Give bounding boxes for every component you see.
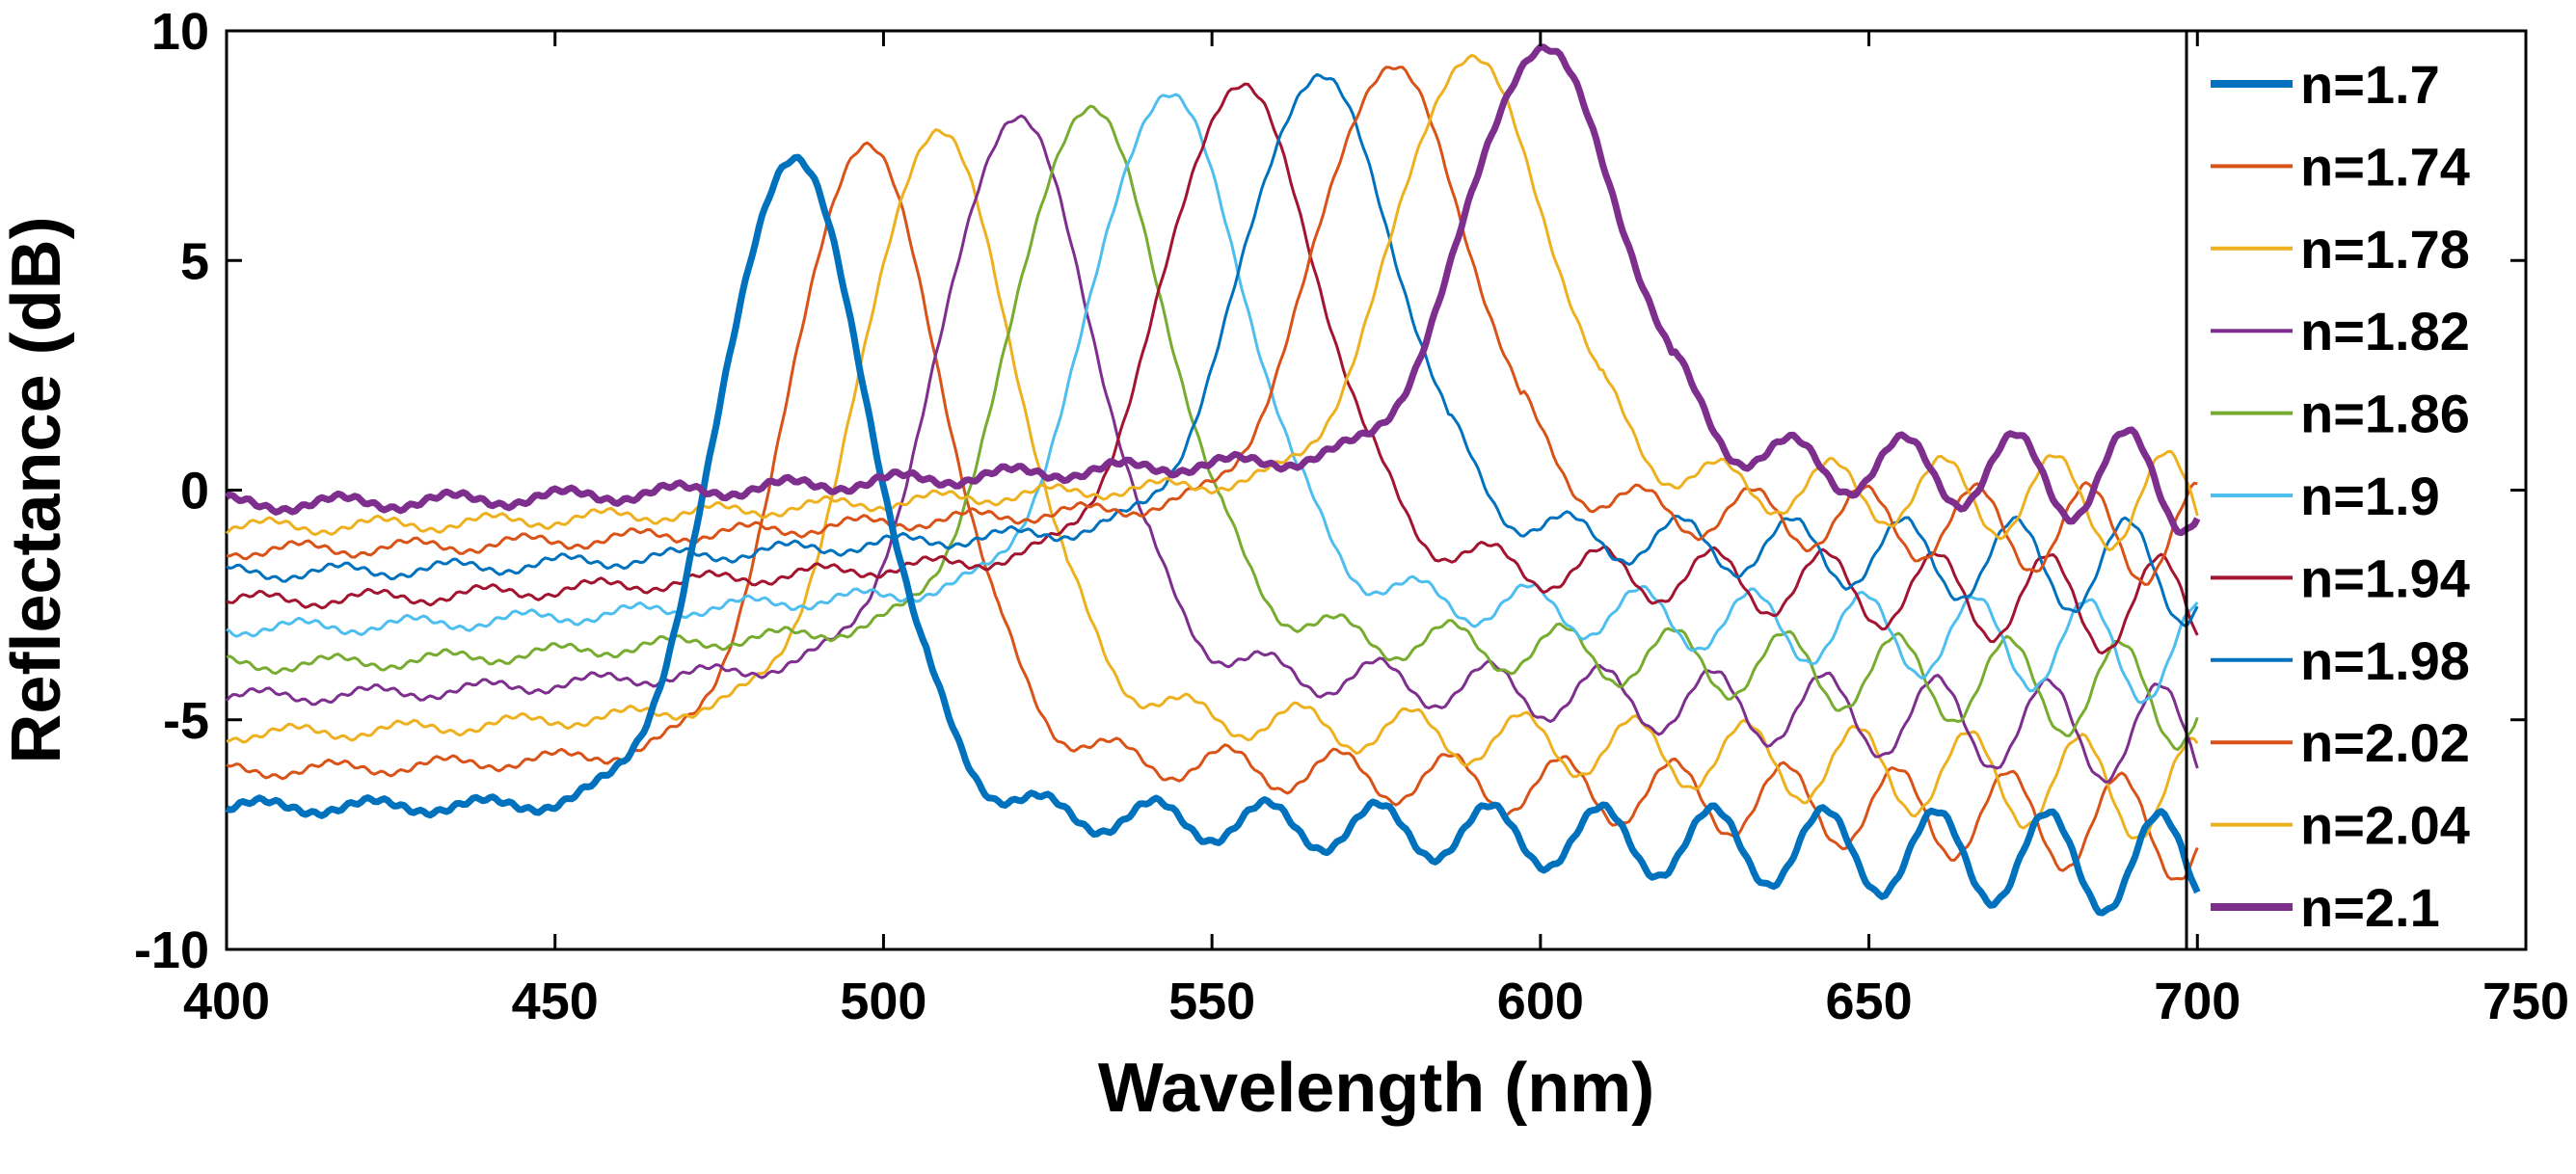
x-axis-title: Wavelength (nm) [1098, 1050, 1654, 1127]
legend-label: n=2.04 [2300, 795, 2470, 856]
legend-label: n=1.82 [2300, 301, 2470, 361]
x-axis: 400 450 500 550 600 650 700 750 [183, 31, 2569, 1030]
series-line-n-2-04 [225, 53, 2199, 551]
series-line-n-2-1 [225, 43, 2201, 537]
series-layer [225, 43, 2201, 917]
y-tick-label: 0 [180, 463, 209, 520]
y-axis: -10 -5 0 5 10 [134, 3, 2526, 979]
x-tick-label: 550 [1168, 973, 1255, 1030]
y-axis-title: Reflectance (dB) [0, 216, 75, 763]
legend-label: n=1.94 [2300, 547, 2470, 608]
series-line-n-1-78 [226, 128, 2199, 840]
series-line-n-2-02 [226, 66, 2198, 586]
x-tick-label: 400 [183, 973, 270, 1030]
legend-label: n=1.7 [2300, 54, 2440, 115]
series-line-n-1-7 [225, 153, 2201, 917]
legend-label: n=1.78 [2300, 219, 2470, 280]
legend-label: n=1.9 [2300, 466, 2440, 526]
legend: n=1.7 n=1.74 n=1.78 n=1.82 n=1.86 n=1.9 n=1.94… [2185, 31, 2470, 949]
x-tick-label: 700 [2154, 973, 2241, 1030]
x-tick-label: 750 [2482, 973, 2569, 1030]
y-tick-label: 5 [180, 232, 209, 290]
x-tick-label: 500 [840, 973, 926, 1030]
series-line-n-1-86 [226, 104, 2199, 752]
legend-label: n=1.86 [2300, 384, 2470, 444]
y-tick-label: 10 [151, 3, 209, 61]
series-line-n-1-94 [226, 82, 2199, 655]
legend-label: n=1.98 [2300, 630, 2470, 691]
plot-area [225, 29, 2528, 951]
x-tick-label: 600 [1497, 973, 1584, 1030]
legend-label: n=2.1 [2300, 877, 2440, 938]
series-line-n-1-82 [225, 114, 2199, 784]
x-tick-label: 650 [1826, 973, 1913, 1030]
legend-label: n=1.74 [2300, 136, 2470, 197]
series-line-n-1-98 [226, 72, 2199, 627]
series-line-n-1-9 [226, 93, 2199, 705]
y-tick-label: -5 [163, 692, 209, 750]
y-tick-label: -10 [134, 921, 209, 979]
series-line-n-1-74 [226, 141, 2199, 881]
x-tick-label: 450 [512, 973, 599, 1030]
legend-label: n=2.02 [2300, 712, 2470, 773]
